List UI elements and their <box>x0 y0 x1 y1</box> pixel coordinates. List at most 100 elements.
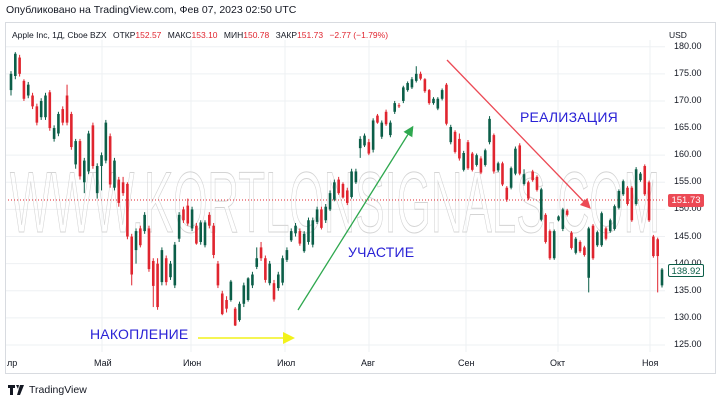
candle <box>87 130 90 175</box>
candle <box>233 307 237 327</box>
candle-body <box>522 174 526 184</box>
candle <box>363 133 366 148</box>
candle-body <box>26 84 30 96</box>
candle-body <box>285 250 289 260</box>
candle-body <box>268 263 271 284</box>
candle-body <box>427 90 431 104</box>
candle <box>117 176 121 207</box>
time-tick: Сен <box>458 358 475 368</box>
candle-body <box>78 141 82 177</box>
candle <box>156 258 159 310</box>
candle-body <box>216 263 220 286</box>
candle-body <box>177 214 181 239</box>
low-value: 150.78 <box>243 30 270 40</box>
published-caption: Опубликовано на TradingView.com, Фев 07,… <box>6 4 297 16</box>
candle-body <box>108 136 112 185</box>
candle <box>406 81 409 92</box>
candle <box>35 103 39 126</box>
price-tick: 145.00 <box>674 230 702 241</box>
candle <box>539 187 543 222</box>
time-tick: Июн <box>183 358 202 368</box>
candle <box>229 279 233 302</box>
candle-body <box>354 171 358 183</box>
candle-body <box>643 166 647 195</box>
candle-body <box>608 220 612 232</box>
candle-body <box>617 190 621 208</box>
candle-body <box>182 209 185 221</box>
candle <box>121 176 125 196</box>
candle-body <box>225 300 228 309</box>
candle-body <box>9 73 13 91</box>
candle-body <box>61 109 65 123</box>
distribution-label: РЕАЛИЗАЦИЯ <box>520 109 618 125</box>
candle-body <box>552 231 556 259</box>
candle-body <box>121 182 125 194</box>
candle <box>514 146 517 176</box>
candle <box>423 78 427 93</box>
candle-body <box>35 106 39 123</box>
candle-body <box>164 258 168 283</box>
candle <box>453 130 457 154</box>
candle-body <box>87 133 90 172</box>
candle <box>52 125 56 142</box>
candle-body <box>514 148 517 174</box>
candle-body <box>371 120 375 150</box>
candle <box>535 175 539 192</box>
time-tick: Июл <box>277 358 296 368</box>
candle-body <box>505 187 509 200</box>
candle <box>100 152 103 191</box>
candle <box>376 113 379 124</box>
candle-body <box>190 209 194 229</box>
candle <box>294 222 297 237</box>
candle-body <box>113 160 116 188</box>
candle <box>639 171 642 182</box>
candle-body <box>587 228 591 278</box>
candle <box>195 222 198 245</box>
candle <box>238 301 241 322</box>
tradingview-logo[interactable]: TradingView <box>8 384 87 396</box>
candle-body <box>100 155 103 167</box>
candle <box>345 187 349 206</box>
candle-body <box>320 209 323 228</box>
candle-body <box>660 269 664 286</box>
candle <box>164 255 168 286</box>
candle-body <box>488 118 491 143</box>
candle-body <box>367 142 371 154</box>
candle <box>419 71 422 81</box>
watermark: WWW.KORTLONSIGNALS.COM <box>10 155 660 251</box>
candle <box>466 139 470 170</box>
candle-body <box>578 241 582 252</box>
candle-body <box>626 187 629 204</box>
open-value: 152.57 <box>135 30 162 40</box>
candle-body <box>604 228 608 239</box>
candle <box>337 176 340 195</box>
grid <box>6 40 665 352</box>
participation-arrow <box>297 125 414 311</box>
candle-body <box>389 122 392 136</box>
candle <box>143 212 146 234</box>
candle <box>509 166 513 190</box>
candle <box>31 92 34 110</box>
symbol-legend: Apple Inc, 1Д, Cboe BZX ОТКР152.57 МАКС1… <box>12 30 388 40</box>
candle <box>259 241 263 261</box>
candle-body <box>70 113 73 148</box>
candle-body <box>264 258 267 280</box>
candle <box>626 186 629 206</box>
candle <box>272 279 276 302</box>
candle-body <box>402 87 405 101</box>
candle <box>65 84 69 126</box>
candle-body <box>453 131 457 152</box>
candle-body <box>656 239 659 257</box>
candle-body <box>621 181 625 195</box>
candle <box>48 90 52 131</box>
candle-body <box>302 233 306 252</box>
candle <box>276 271 280 291</box>
candle <box>95 163 99 199</box>
candle-body <box>458 138 461 159</box>
candle <box>621 179 625 196</box>
candle <box>126 182 129 240</box>
candle-body <box>363 135 366 146</box>
candle <box>354 168 358 184</box>
candle <box>251 271 254 289</box>
